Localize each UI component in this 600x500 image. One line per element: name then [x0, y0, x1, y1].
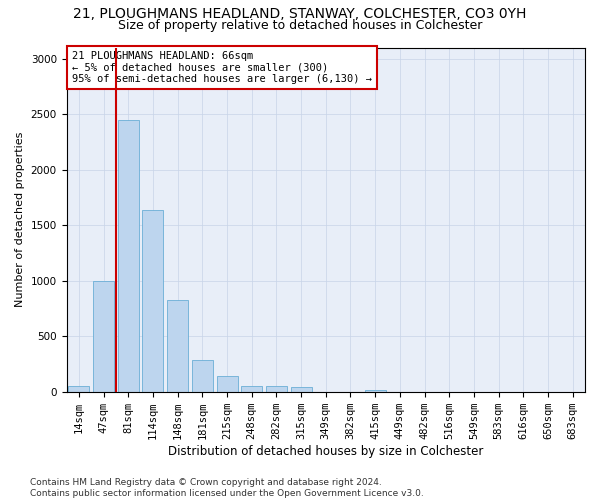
Bar	[192, 360, 213, 392]
Text: Size of property relative to detached houses in Colchester: Size of property relative to detached ho…	[118, 18, 482, 32]
Bar	[167, 300, 188, 392]
Bar	[266, 386, 287, 392]
Text: 21 PLOUGHMANS HEADLAND: 66sqm
← 5% of detached houses are smaller (300)
95% of s: 21 PLOUGHMANS HEADLAND: 66sqm ← 5% of de…	[72, 51, 372, 84]
Bar	[365, 390, 386, 392]
Text: 21, PLOUGHMANS HEADLAND, STANWAY, COLCHESTER, CO3 0YH: 21, PLOUGHMANS HEADLAND, STANWAY, COLCHE…	[73, 8, 527, 22]
Bar	[68, 386, 89, 392]
X-axis label: Distribution of detached houses by size in Colchester: Distribution of detached houses by size …	[168, 444, 484, 458]
Bar	[142, 210, 163, 392]
Bar	[290, 388, 311, 392]
Bar	[241, 386, 262, 392]
Bar	[217, 376, 238, 392]
Bar	[93, 280, 114, 392]
Y-axis label: Number of detached properties: Number of detached properties	[15, 132, 25, 308]
Bar	[118, 120, 139, 392]
Text: Contains HM Land Registry data © Crown copyright and database right 2024.
Contai: Contains HM Land Registry data © Crown c…	[30, 478, 424, 498]
